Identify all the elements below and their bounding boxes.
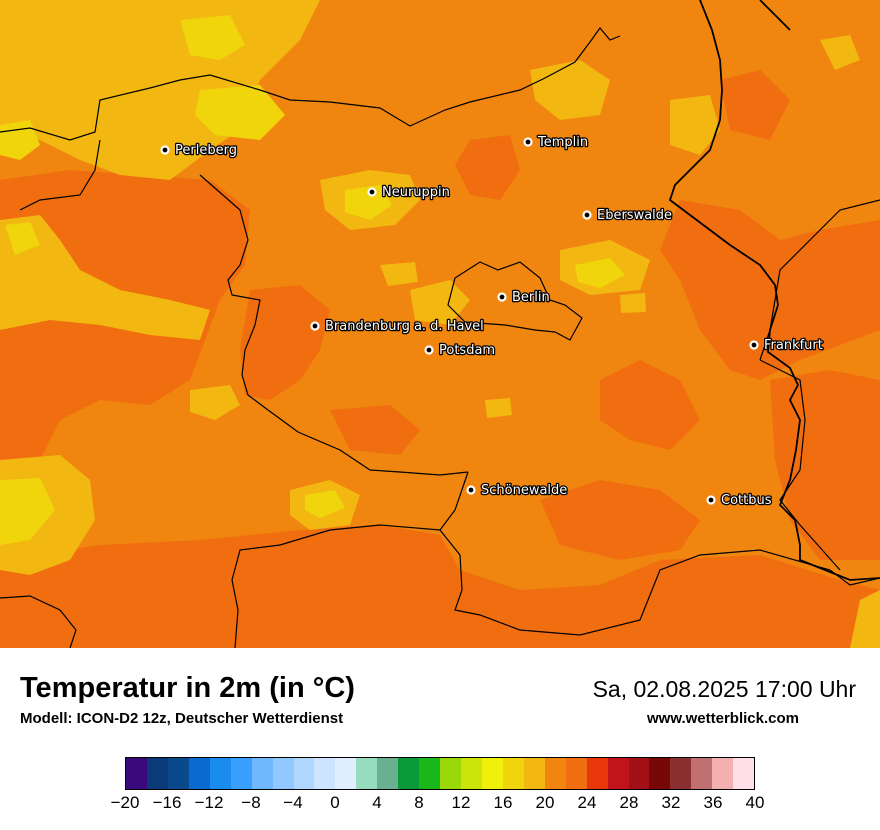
colorbar-swatch (481, 758, 503, 789)
colorbar-swatch (586, 758, 608, 789)
colorbar-tick-label: −4 (283, 793, 303, 812)
city-dot (749, 340, 759, 350)
colorbar-swatch (502, 758, 524, 789)
city-label: Schönewalde (481, 483, 567, 498)
forecast-datetime: Sa, 02.08.2025 17:00 Uhr (592, 676, 856, 702)
city-markers: Perleberg Templin Neuruppin Eberswalde Berli… (160, 134, 824, 509)
city-label: Frankfurt (764, 338, 823, 353)
city-perleberg: Perleberg (160, 142, 238, 159)
city-label: Perleberg (175, 143, 237, 158)
city-label: Brandenburg a. d. Havel (325, 319, 484, 334)
colorbar-swatch (440, 758, 461, 789)
colorbar-tick-label: 20 (535, 793, 555, 812)
colorbar-swatch (419, 758, 441, 789)
colorbar-swatch (314, 758, 336, 789)
colorbar-swatch (691, 758, 713, 789)
temperature-colorbar (125, 757, 755, 790)
city-dot (497, 292, 507, 302)
city-label: Cottbus (721, 493, 772, 508)
colorbar-swatch (251, 758, 273, 789)
coolest-areas (0, 15, 625, 545)
city-frankfurt: Frankfurt (749, 337, 824, 354)
colorbar-swatch (356, 758, 378, 789)
colorbar-swatch (230, 758, 252, 789)
map-canvas: Perleberg Templin Neuruppin Eberswalde Berli… (0, 0, 880, 648)
region-borders (0, 27, 880, 648)
colorbar-swatch (335, 758, 357, 789)
city-brandenburg: Brandenburg a. d. Havel (310, 318, 485, 335)
city-label: Neuruppin (382, 185, 450, 200)
city-dot (424, 345, 434, 355)
city-dot (706, 495, 716, 505)
city-dot (310, 321, 320, 331)
colorbar-tick-label: −20 (110, 793, 140, 812)
city-label: Templin (537, 135, 588, 150)
colorbar-swatch (670, 758, 692, 789)
colorbar-swatch (523, 758, 545, 789)
colorbar-swatch (398, 758, 420, 789)
colorbar-swatch (649, 758, 671, 789)
colorbar-swatch (126, 758, 147, 789)
colorbar-tick-label: 28 (619, 793, 639, 812)
colorbar-tick-label: −8 (241, 793, 261, 812)
city-schoenewalde: Schönewalde (466, 482, 569, 499)
city-dot (466, 485, 476, 495)
colorbar-swatch (188, 758, 210, 789)
colorbar-swatch (628, 758, 650, 789)
city-label: Berlin (512, 290, 550, 305)
city-potsdam: Potsdam (424, 342, 496, 359)
city-dot (523, 137, 533, 147)
city-dot (582, 210, 592, 220)
colorbar-tick-label: 32 (661, 793, 681, 812)
temperature-map: Perleberg Templin Neuruppin Eberswalde Berli… (0, 0, 880, 648)
map-title: Temperatur in 2m (in °C) (20, 672, 355, 704)
colorbar-ticks: −20 −16 −12 −8 −4 0 4 8 12 16 20 24 28 32 36 40 (111, 793, 765, 817)
city-label: Potsdam (439, 343, 495, 358)
model-source: Modell: ICON-D2 12z, Deutscher Wetterdie… (20, 710, 344, 727)
colorbar-tick-label: 36 (703, 793, 723, 812)
national-border (668, 0, 880, 581)
colorbar-tick-label: 16 (493, 793, 513, 812)
colorbar-swatch (565, 758, 587, 789)
colorbar-swatch (293, 758, 315, 789)
colorbar-tick-label: 12 (451, 793, 471, 812)
city-dot (160, 145, 170, 155)
city-berlin: Berlin (497, 289, 551, 306)
colorbar-tick-label: 24 (577, 793, 597, 812)
colorbar-swatch (544, 758, 566, 789)
city-templin: Templin (523, 134, 589, 151)
colorbar-tick-label: 4 (372, 793, 382, 812)
colorbar-tick-label: −12 (194, 793, 224, 812)
colorbar-tick-label: 8 (414, 793, 424, 812)
colorbar-swatch (167, 758, 189, 789)
city-label: Eberswalde (597, 208, 672, 223)
colorbar-swatch (712, 758, 734, 789)
website-link[interactable]: www.wetterblick.com (647, 710, 799, 727)
colorbar-swatch (607, 758, 629, 789)
city-eberswalde: Eberswalde (582, 207, 673, 224)
city-neuruppin: Neuruppin (367, 184, 451, 201)
colorbar-swatch (461, 758, 482, 789)
colorbar-swatch (272, 758, 294, 789)
colorbar-swatch (733, 758, 755, 789)
colorbar-swatch (146, 758, 168, 789)
colorbar-swatch (209, 758, 231, 789)
colorbar-tick-label: 0 (330, 793, 340, 812)
colorbar-tick-label: 40 (745, 793, 765, 812)
colorbar-swatch (377, 758, 399, 789)
city-cottbus: Cottbus (706, 492, 773, 509)
city-dot (367, 187, 377, 197)
colorbar-tick-label: −16 (152, 793, 182, 812)
